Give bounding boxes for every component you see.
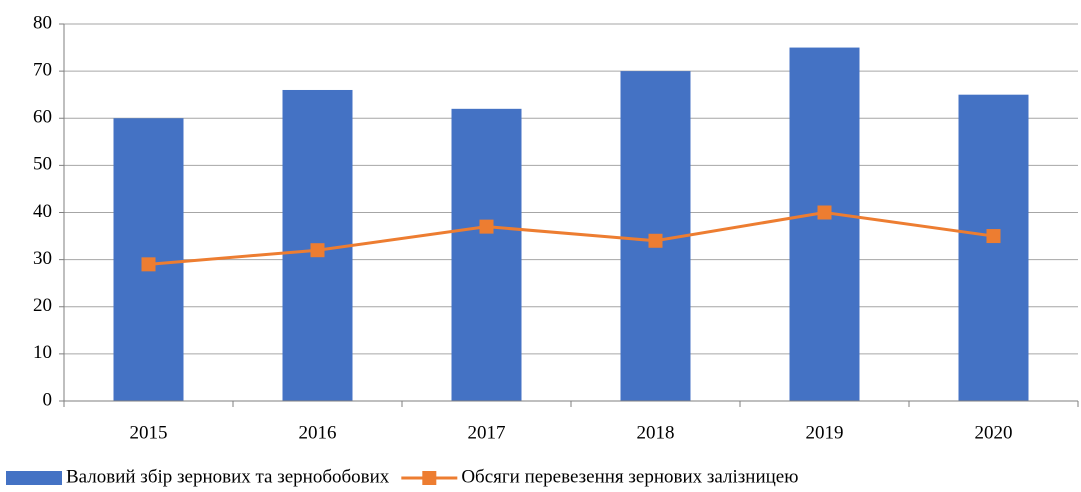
x-tick-label: 2017 <box>468 422 506 443</box>
x-tick-label: 2019 <box>806 422 844 443</box>
y-tick-label: 70 <box>33 59 52 80</box>
marker <box>141 257 156 272</box>
marker <box>479 219 494 234</box>
marker <box>986 229 1001 244</box>
y-tick-label: 60 <box>33 107 52 128</box>
bar <box>789 47 860 401</box>
x-tick-label: 2015 <box>130 422 168 443</box>
y-tick-label: 10 <box>33 342 52 363</box>
y-tick-label: 50 <box>33 154 52 175</box>
y-tick-label: 20 <box>33 295 52 316</box>
x-tick-label: 2018 <box>637 422 675 443</box>
bar <box>451 108 522 401</box>
legend-label: Обсяги перевезення зернових залізницею <box>461 466 798 487</box>
legend-label: Валовий збір зернових та зернобобових <box>66 466 390 487</box>
y-tick-label: 80 <box>33 12 52 33</box>
y-tick-label: 40 <box>33 201 52 222</box>
legend-swatch <box>6 471 62 485</box>
x-tick-label: 2020 <box>975 422 1013 443</box>
marker <box>648 233 663 248</box>
line <box>148 210 994 266</box>
bar <box>958 94 1029 401</box>
y-tick-label: 30 <box>33 248 52 269</box>
y-tick-label: 0 <box>43 389 53 410</box>
legend-swatch <box>422 471 437 485</box>
x-tick-label: 2016 <box>299 422 337 443</box>
marker <box>817 205 832 220</box>
marker <box>310 243 325 258</box>
